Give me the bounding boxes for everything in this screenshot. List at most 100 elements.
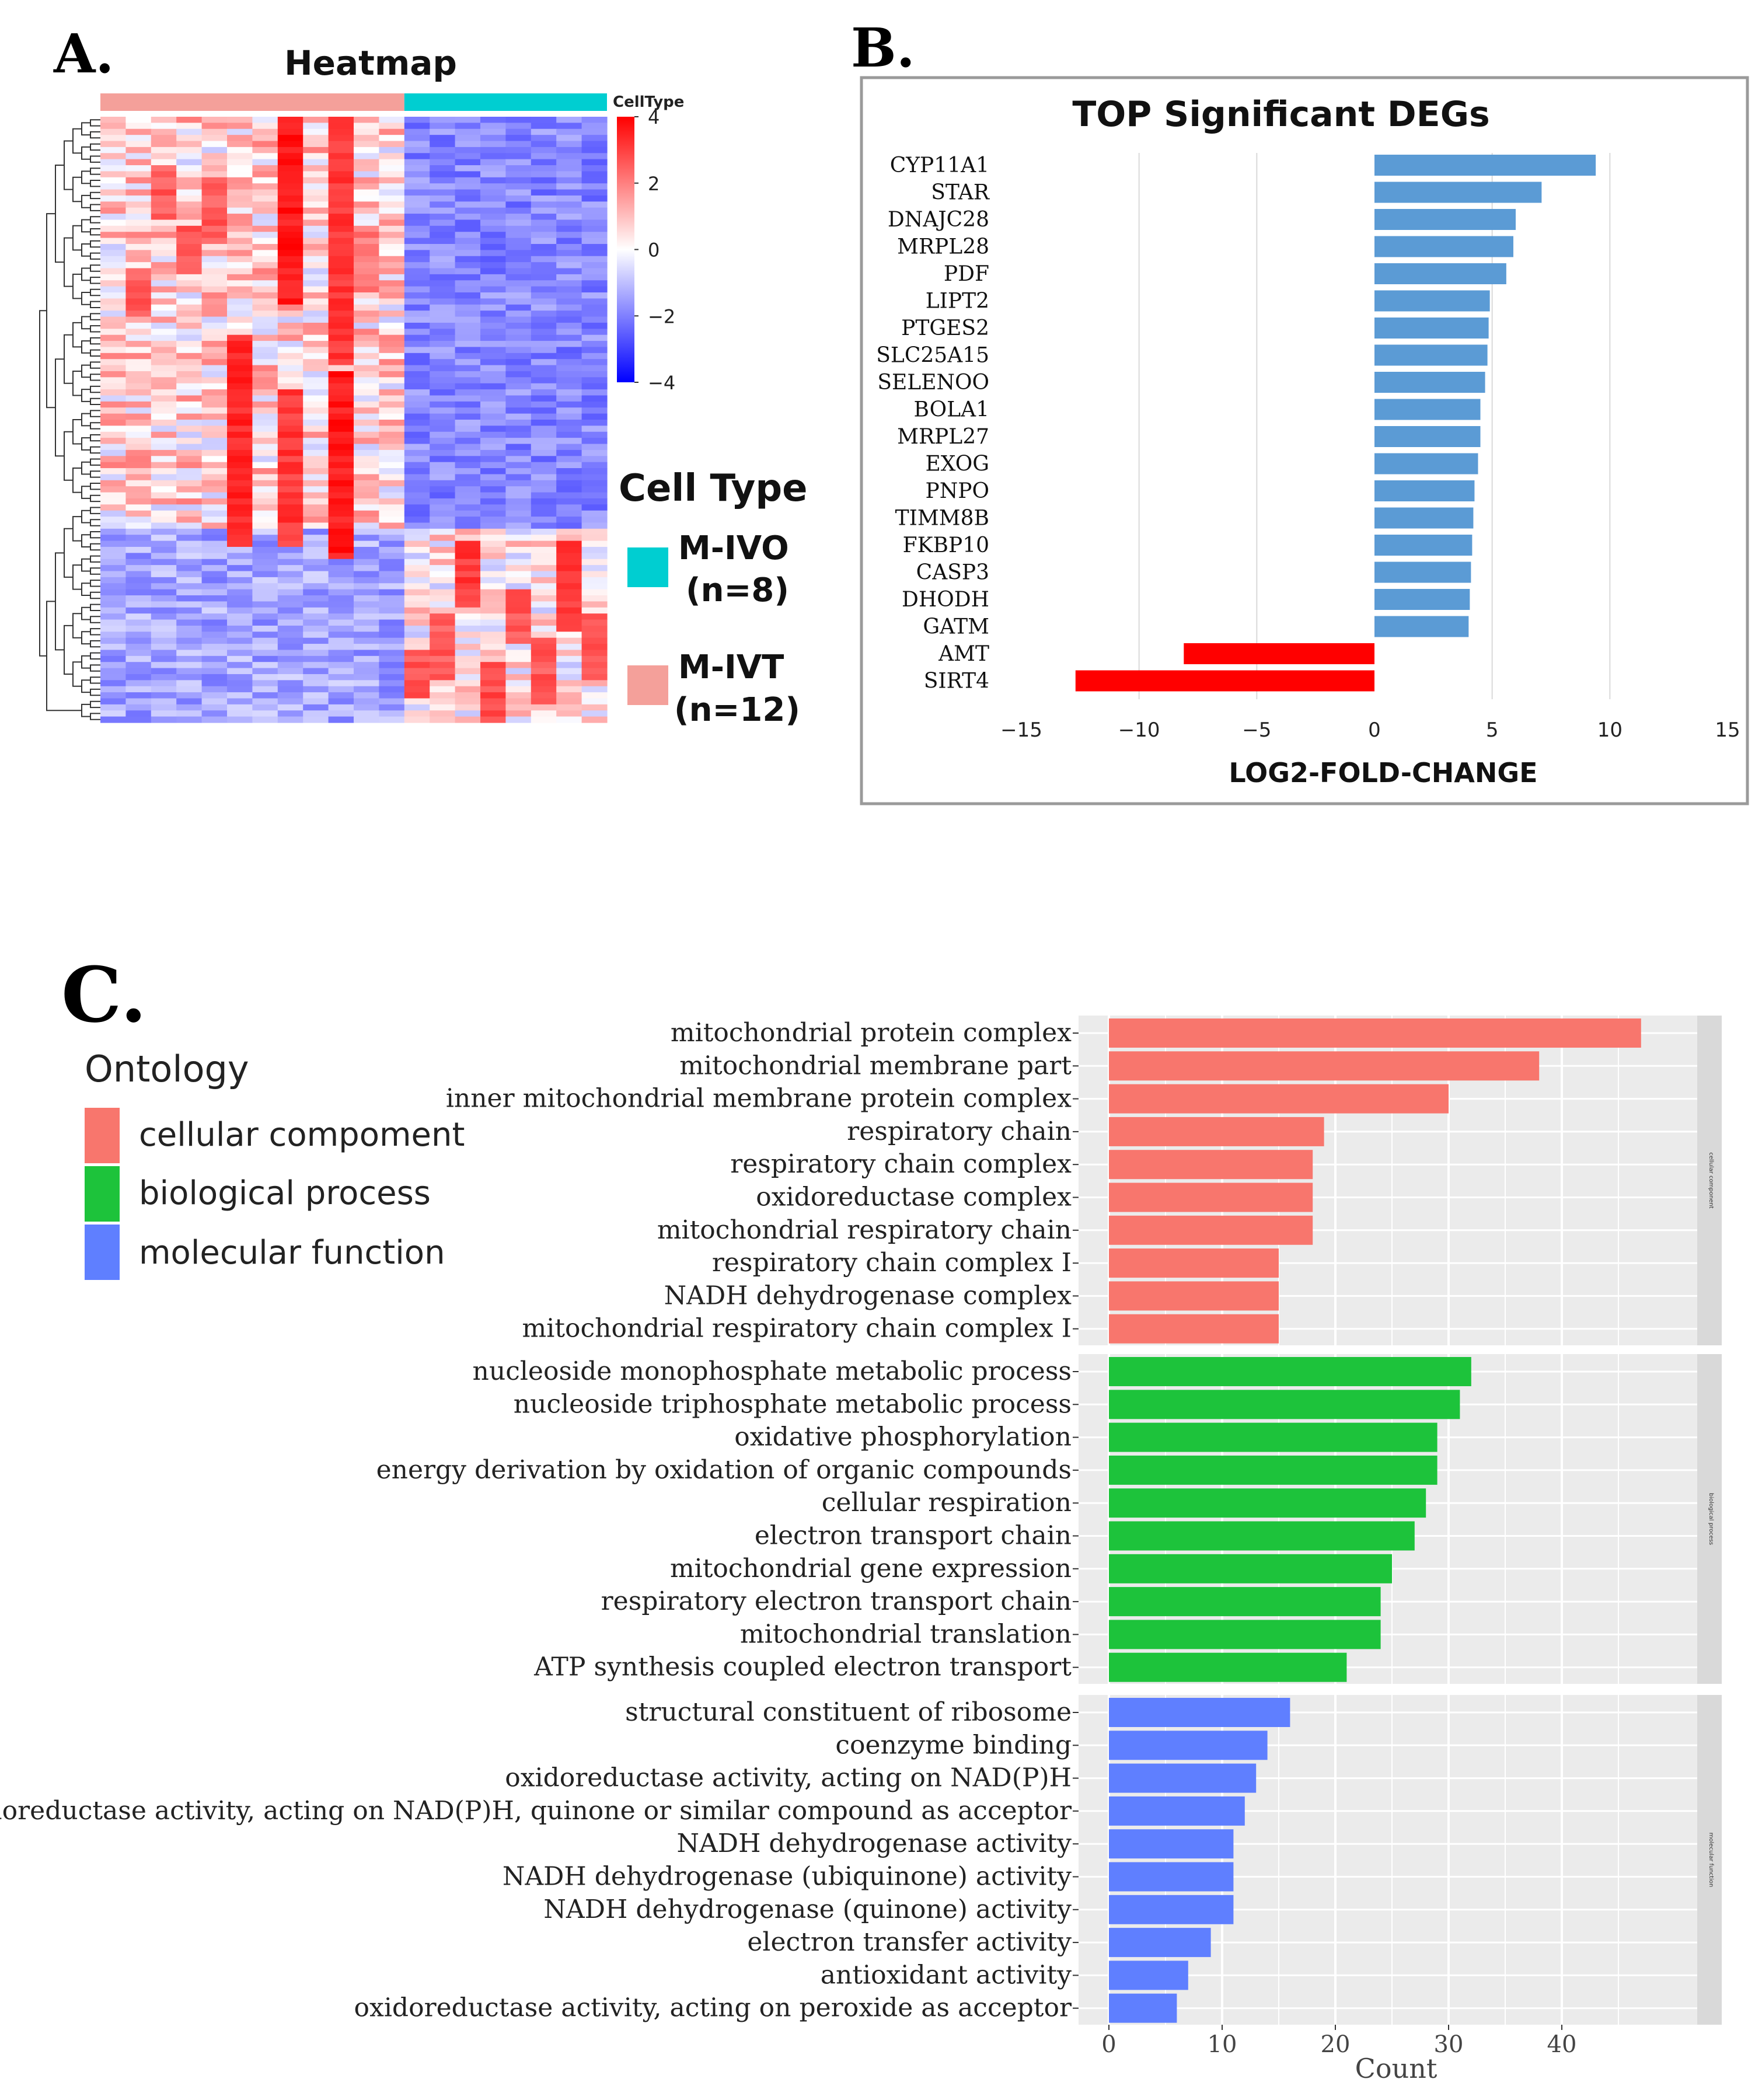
color-scale-tick-label: 4 xyxy=(648,106,660,128)
heatmap-cell xyxy=(581,456,608,463)
heatmap-cell xyxy=(581,577,608,584)
heatmap-cell xyxy=(125,449,152,456)
heatmap-cell xyxy=(176,304,203,311)
heatmap-cell xyxy=(379,316,405,323)
heatmap-cell xyxy=(277,680,303,687)
heatmap-cell xyxy=(480,341,506,348)
heatmap-cell xyxy=(430,449,456,456)
heatmap-cell xyxy=(125,322,152,329)
heatmap-cell xyxy=(201,595,228,602)
heatmap-cell xyxy=(430,311,456,318)
heatmap-cell xyxy=(531,117,557,123)
heatmap-cell xyxy=(227,117,253,123)
heatmap-cell xyxy=(176,268,203,275)
degs-bars xyxy=(1075,155,1596,692)
heatmap-cell xyxy=(505,650,532,657)
heatmap-cell xyxy=(581,298,608,305)
heatmap-cell xyxy=(379,225,405,232)
dendrogram-branch xyxy=(90,374,100,381)
heatmap-cell xyxy=(480,268,506,275)
heatmap-cell xyxy=(531,377,557,384)
heatmap-cell xyxy=(201,468,228,475)
heatmap-cell xyxy=(176,377,203,384)
heatmap-cell xyxy=(227,123,253,130)
heatmap-cell xyxy=(354,214,379,221)
heatmap-cell xyxy=(505,692,532,699)
heatmap-cell xyxy=(480,486,506,493)
heatmap-cell xyxy=(277,177,303,184)
heatmap-cell xyxy=(100,589,126,596)
heatmap-cell xyxy=(100,256,126,263)
heatmap-cell xyxy=(404,256,430,263)
heatmap-cell xyxy=(581,425,608,432)
heatmap-cell xyxy=(455,165,481,172)
heatmap-cell xyxy=(505,528,532,535)
heatmap-cell xyxy=(480,619,506,626)
heatmap-cell xyxy=(531,389,557,396)
heatmap-cell xyxy=(581,710,608,717)
heatmap-cell xyxy=(505,698,532,705)
heatmap-cell xyxy=(556,183,582,190)
heatmap-cell xyxy=(303,395,329,402)
heatmap-cell xyxy=(505,456,532,463)
heatmap-cell xyxy=(404,601,430,608)
heatmap-cell xyxy=(252,650,278,657)
heatmap-cell xyxy=(379,546,405,553)
heatmap-cell xyxy=(581,359,608,366)
heatmap-cell xyxy=(531,601,557,608)
heatmap-cell xyxy=(100,468,126,475)
heatmap-cell xyxy=(480,462,506,469)
heatmap-cell xyxy=(379,559,405,566)
heatmap-cell xyxy=(354,298,379,305)
heatmap-cell xyxy=(480,474,506,481)
dendrogram-branch xyxy=(64,528,73,578)
heatmap-cell xyxy=(404,625,430,632)
heatmap-cell xyxy=(404,383,430,390)
heatmap-cell xyxy=(201,286,228,293)
heatmap-cell xyxy=(100,625,126,632)
heatmap-cell xyxy=(581,250,608,257)
dendrogram-branch xyxy=(81,486,90,499)
heatmap-cell xyxy=(581,474,608,481)
go-bar-mitochondrial-respiratory-chain-complex-i xyxy=(1109,1314,1279,1344)
heatmap-cell xyxy=(277,456,303,463)
heatmap-cell xyxy=(581,420,608,426)
heatmap-cell xyxy=(201,189,228,196)
heatmap-cell xyxy=(430,219,456,226)
heatmap-cell xyxy=(480,644,506,651)
heatmap-cell xyxy=(505,607,532,614)
heatmap-cell xyxy=(404,165,430,172)
heatmap-cell xyxy=(100,486,126,493)
degs-x-tick-label: −10 xyxy=(1118,718,1160,742)
heatmap-cell xyxy=(505,517,532,524)
heatmap-cell xyxy=(125,280,152,287)
heatmap-cell xyxy=(379,341,405,348)
heatmap-cell xyxy=(404,334,430,341)
heatmap-cell xyxy=(201,692,228,699)
heatmap-cell xyxy=(151,159,177,166)
heatmap-cell xyxy=(227,655,253,662)
heatmap-cell xyxy=(505,371,532,378)
heatmap-cell xyxy=(455,219,481,226)
heatmap-cell xyxy=(556,595,582,602)
heatmap-cell xyxy=(379,322,405,329)
heatmap-cell xyxy=(176,347,203,354)
heatmap-cell xyxy=(430,420,456,426)
heatmap-cell xyxy=(252,311,278,318)
heatmap-cell xyxy=(277,553,303,560)
heatmap-cell xyxy=(125,274,152,281)
heatmap-cell xyxy=(201,456,228,463)
heatmap-cell xyxy=(581,668,608,675)
heatmap-cell xyxy=(404,238,430,245)
heatmap-cell xyxy=(201,698,228,705)
heatmap-cell xyxy=(404,522,430,529)
deg-bar-timm8b xyxy=(1374,507,1474,529)
heatmap-cell xyxy=(531,655,557,662)
heatmap-cell xyxy=(430,674,456,681)
heatmap-cell xyxy=(379,650,405,657)
heatmap-cell xyxy=(556,146,582,154)
go-bar-mitochondrial-protein-complex xyxy=(1109,1018,1641,1048)
deg-label-dhodh: DHODH xyxy=(902,588,989,612)
heatmap-cell xyxy=(404,141,430,148)
heatmap-cell xyxy=(201,298,228,305)
